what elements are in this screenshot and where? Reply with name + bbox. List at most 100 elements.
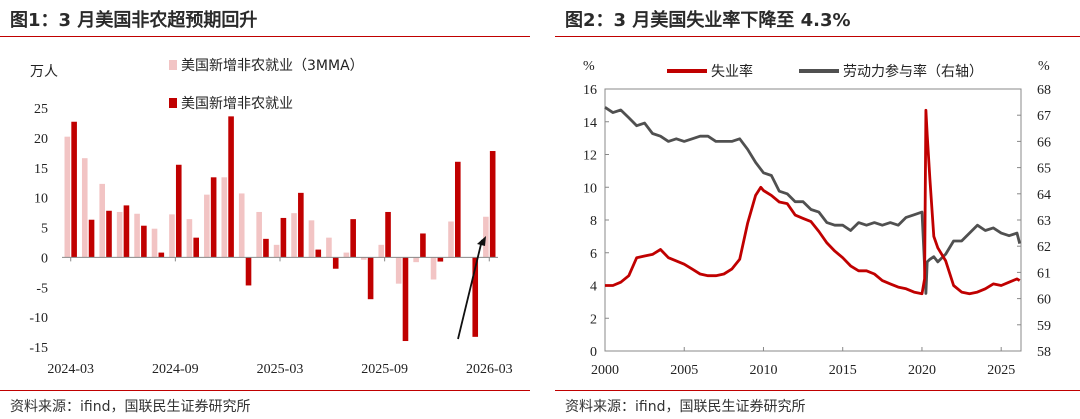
x-tick-label: 2024-03	[47, 362, 94, 377]
bar-monthly	[88, 219, 95, 258]
bar-3mma	[448, 221, 454, 258]
chart-panel-nonfarm: 图1：3 月美国非农超预期回升 万人 美国新增非农就业（3MMA） 美国新增非农…	[0, 0, 530, 419]
right-axis-unit: %	[1038, 59, 1050, 74]
right-tick-label: 59	[1037, 319, 1051, 334]
bar-monthly	[158, 252, 165, 258]
chart-panel-unemployment: 图2：3 月美国失业率下降至 4.3% % % 失业率 劳动力参与率（右轴） 1…	[555, 0, 1080, 419]
bar-monthly	[367, 257, 374, 300]
bar-3mma	[169, 214, 175, 258]
y-tick-label: 10	[34, 192, 48, 207]
y-tick-label: 0	[41, 251, 48, 266]
bar-monthly	[385, 211, 391, 258]
bar-3mma	[273, 244, 280, 258]
unemployment-line-chart: % % 失业率 劳动力参与率（右轴） 161412108642068676665…	[583, 59, 1051, 378]
bar-3mma	[221, 177, 228, 258]
bar-3mma	[430, 257, 437, 280]
bar-monthly	[298, 192, 304, 258]
right-tick-label: 68	[1037, 83, 1051, 98]
nonfarm-bar-chart: 万人 美国新增非农就业（3MMA） 美国新增非农就业 25 20 15 10 5 0 -5 -…	[29, 58, 512, 377]
title-divider	[0, 36, 530, 37]
bar-3mma	[134, 213, 140, 258]
x-tick-label: 2005	[670, 363, 698, 378]
x-tick-label: 2015	[829, 363, 857, 378]
legend-label-participation: 劳动力参与率（右轴）	[843, 63, 983, 80]
bar-monthly	[263, 238, 269, 258]
bar-3mma	[343, 252, 350, 258]
left-tick-label: 2	[590, 312, 597, 327]
bar-monthly	[455, 161, 461, 258]
left-tick-label: 4	[590, 280, 597, 295]
bar-3mma	[99, 183, 105, 258]
left-tick-label: 14	[583, 116, 597, 131]
source-divider	[0, 390, 530, 391]
trend-arrow-shaft	[457, 239, 483, 340]
bar-monthly	[437, 257, 444, 262]
y-tick-label: -10	[29, 311, 48, 326]
right-tick-label: 64	[1037, 188, 1051, 203]
bar-monthly	[193, 237, 199, 258]
legend-swatch-monthly	[169, 98, 177, 108]
bar-3mma	[151, 228, 158, 258]
bar-3mma	[256, 211, 262, 258]
y-tick-label: 20	[34, 132, 48, 147]
bar-3mma	[326, 237, 332, 258]
bar-3mma	[413, 257, 419, 263]
bar-3mma	[238, 193, 245, 258]
bar-3mma	[64, 136, 71, 258]
y-tick-label: 15	[34, 162, 48, 177]
y-tick-label: 25	[34, 102, 48, 117]
y-tick-label: 5	[41, 222, 48, 237]
bar-monthly	[489, 151, 496, 258]
y-axis-unit: 万人	[30, 64, 58, 80]
left-tick-label: 0	[590, 345, 597, 360]
left-tick-label: 6	[590, 247, 597, 262]
bar-3mma	[204, 194, 210, 258]
participation-rate-line	[604, 106, 1022, 295]
left-tick-label: 16	[583, 83, 597, 98]
y-tick-label: -15	[29, 341, 48, 356]
right-tick-label: 60	[1037, 293, 1051, 308]
right-tick-label: 61	[1037, 266, 1051, 281]
bar-3mma	[361, 257, 367, 260]
y-tick-label: -5	[36, 281, 48, 296]
bar-monthly	[228, 116, 234, 258]
bar-3mma	[81, 158, 88, 258]
bar-3mma	[186, 219, 193, 258]
x-tick-label: 2025	[987, 363, 1015, 378]
bar-monthly	[315, 249, 322, 258]
bar-3mma	[116, 211, 123, 258]
legend-label-monthly: 美国新增非农就业	[181, 96, 293, 112]
bar-monthly	[210, 177, 217, 258]
right-tick-label: 65	[1037, 162, 1051, 177]
bar-monthly	[472, 257, 479, 337]
x-tick-label: 2025-03	[257, 362, 304, 377]
unemployment-rate-line	[605, 108, 1021, 296]
bar-3mma	[308, 220, 315, 258]
bar-3mma	[395, 257, 402, 284]
trend-arrow-head	[477, 236, 486, 246]
right-tick-label: 67	[1037, 109, 1051, 124]
bar-monthly	[106, 210, 112, 258]
source-divider	[555, 390, 1080, 391]
right-tick-label: 63	[1037, 214, 1051, 229]
bar-3mma	[378, 244, 385, 258]
x-tick-label: 2000	[591, 363, 619, 378]
legend-label-3mma: 美国新增非农就业（3MMA）	[181, 58, 364, 74]
title-divider	[555, 36, 1080, 37]
left-tick-label: 12	[583, 149, 597, 164]
bar-monthly	[175, 164, 182, 258]
bar-monthly	[245, 257, 252, 286]
right-tick-label: 66	[1037, 135, 1051, 150]
bar-monthly	[332, 257, 339, 269]
bar-monthly	[350, 219, 356, 258]
bar-3mma	[291, 213, 297, 258]
source-note: 资料来源：ifind，国联民生证券研究所	[10, 399, 251, 415]
bar-monthly	[280, 217, 287, 258]
legend-swatch-3mma	[169, 60, 177, 70]
bar-monthly	[141, 225, 147, 258]
left-axis-unit: %	[583, 59, 595, 74]
left-tick-label: 10	[583, 181, 597, 196]
chart-title: 图1：3 月美国非农超预期回升	[10, 10, 258, 31]
bar-monthly	[420, 233, 426, 258]
bar-monthly	[123, 205, 130, 258]
